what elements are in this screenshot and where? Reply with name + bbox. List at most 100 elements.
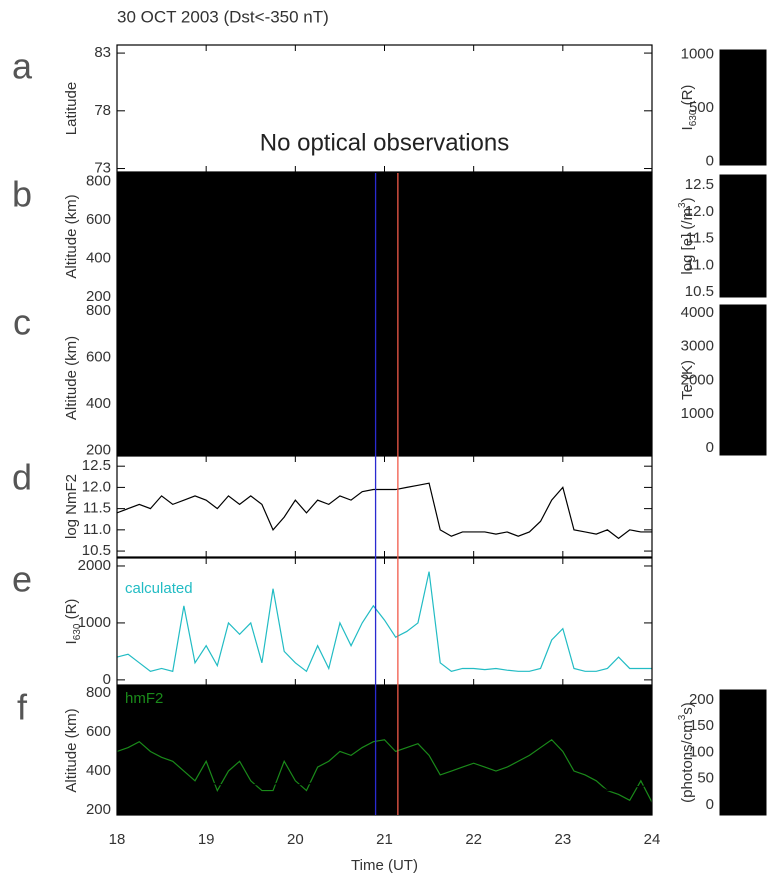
heatmap-cell [451, 747, 475, 764]
heatmap-cell [317, 380, 341, 405]
heatmap-cell [250, 794, 274, 815]
heatmap-cell [473, 778, 497, 796]
heatmap-cell [161, 686, 185, 749]
heatmap-cell [161, 239, 185, 260]
heatmap-cell [629, 239, 652, 260]
heatmap-cell [629, 173, 652, 212]
y-tick-label: 1000 [78, 614, 111, 631]
y-tick-label: 0 [103, 671, 111, 688]
heatmap-cell [161, 210, 185, 240]
heatmap-cell [384, 778, 408, 796]
y-tick-label: 200 [86, 441, 111, 458]
heatmap-cell [384, 345, 408, 382]
heatmap-cell [250, 210, 274, 240]
heatmap-cell [228, 403, 252, 438]
heatmap-cell [317, 794, 341, 815]
heatmap-cell [206, 747, 230, 764]
heatmap-cell [473, 794, 497, 815]
heatmap-cell [540, 173, 564, 212]
heatmap-cell [273, 210, 296, 240]
colorbar-tick-label: 100 [689, 743, 714, 760]
heatmap-cell [429, 281, 452, 300]
heatmap-cell [429, 794, 452, 815]
heatmap-cell [228, 747, 252, 764]
heatmap-cell [562, 239, 586, 260]
heatmap-cell [607, 281, 631, 300]
heatmap-cell [183, 686, 207, 749]
y-tick-label: 11.5 [83, 500, 111, 517]
heatmap-cell [384, 173, 408, 212]
heatmap-cell [406, 778, 430, 796]
heatmap-cell [384, 258, 408, 283]
heatmap-cell [339, 258, 363, 283]
heatmap-cell [362, 763, 386, 780]
heatmap-cell [540, 239, 564, 260]
heatmap-cell [495, 258, 519, 283]
x-tick-label: 20 [287, 831, 304, 848]
heatmap-cell [362, 778, 386, 796]
heatmap-cell [295, 380, 319, 405]
panel-label: e [12, 559, 32, 600]
heatmap-cell [384, 403, 408, 438]
heatmap-cell [183, 281, 207, 300]
heatmap-cell [250, 686, 274, 749]
heatmap-cell [117, 210, 140, 240]
heatmap-cell [585, 436, 609, 455]
x-tick-label: 22 [465, 831, 482, 848]
y-tick-label: 400 [86, 762, 111, 779]
heatmap-cell [295, 239, 319, 260]
heatmap-cell [206, 686, 230, 749]
heatmap-cell [473, 403, 497, 438]
heatmap-cell [629, 258, 652, 283]
axis-label: I630 (R) [679, 85, 699, 131]
heatmap-cell [473, 239, 497, 260]
heatmap-cell [518, 686, 542, 749]
heatmap-cell [228, 173, 252, 212]
heatmap-cell [406, 403, 430, 438]
colorbar-tick-label: 50 [697, 770, 714, 787]
heatmap-cell [139, 747, 163, 764]
heatmap-cell [206, 403, 230, 438]
heatmap-cell [607, 794, 631, 815]
annotation: No optical observations [260, 129, 509, 156]
heatmap-cell [295, 686, 319, 749]
heatmap-cell [406, 763, 430, 780]
axis-label-part: (R) [63, 599, 80, 624]
heatmap-cell [607, 778, 631, 796]
heatmap-cell [228, 281, 252, 300]
heatmap-cell [117, 747, 140, 764]
heatmap-cell [183, 380, 207, 405]
heatmap-cell [429, 763, 452, 780]
heatmap-cell [406, 258, 430, 283]
heatmap-cell [585, 301, 609, 347]
y-tick-label: 600 [86, 211, 111, 228]
heatmap-cell [250, 239, 274, 260]
y-tick-label: 600 [86, 723, 111, 740]
colorbar-tick-label: 200 [689, 691, 714, 708]
heatmap-cell [295, 210, 319, 240]
heatmap-cell [206, 436, 230, 455]
heatmap-cell [317, 239, 341, 260]
y-tick-label: 12.0 [82, 478, 111, 495]
y-tick-label: 10.5 [82, 542, 111, 559]
heatmap-cell [250, 380, 274, 405]
axis-label-part: 630 [688, 109, 699, 126]
axis-label-part: Altitude (km) [63, 336, 80, 420]
heatmap-cell [250, 778, 274, 796]
heatmap-cell [273, 747, 296, 764]
heatmap-cell [562, 794, 586, 815]
heatmap-cell [518, 210, 542, 240]
heatmap-cell [362, 281, 386, 300]
heatmap-cell [206, 380, 230, 405]
heatmap-cell [540, 258, 564, 283]
heatmap-cell [451, 778, 475, 796]
colorbar-tick-label: 4000 [681, 304, 714, 321]
heatmap-cell [585, 210, 609, 240]
heatmap-cell [585, 239, 609, 260]
heatmap-cell [250, 301, 274, 347]
heatmap-cell [339, 794, 363, 815]
heatmap-cell [540, 436, 564, 455]
y-tick-label: 800 [86, 302, 111, 319]
heatmap-cell [206, 210, 230, 240]
